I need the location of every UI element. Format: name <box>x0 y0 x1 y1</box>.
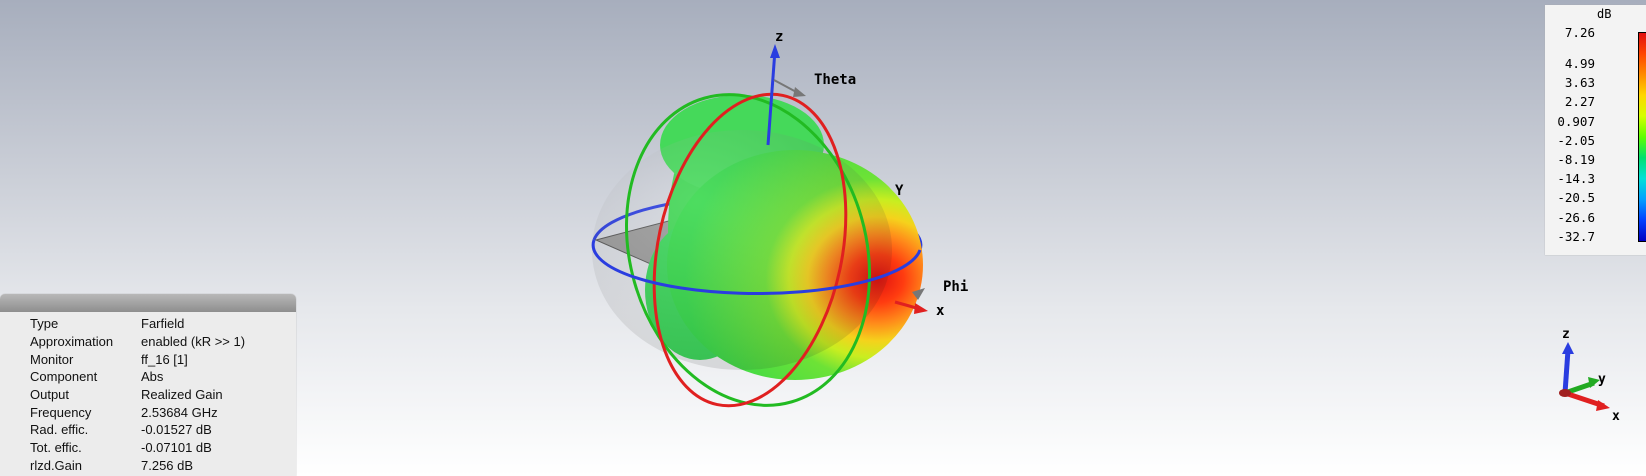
info-row: Tot. effic. -0.07101 dB <box>30 439 245 457</box>
info-key: Approximation <box>30 334 114 350</box>
z-axis-label: z <box>775 29 783 45</box>
color-legend: dB 7.26 4.99 3.63 2.27 0.907 -2.05 -8.19… <box>1545 5 1646 255</box>
orientation-triad: z y x <box>1559 327 1620 424</box>
info-row: Monitor ff_16 [1] <box>30 350 245 368</box>
info-row: Output Realized Gain <box>30 386 245 404</box>
theta-circle-green <box>624 93 872 407</box>
info-key: rlzd.Gain <box>30 457 83 473</box>
info-row: Rad. effic. -0.01527 dB <box>30 421 245 439</box>
legend-tick: -32.7 <box>1557 229 1595 244</box>
info-panel-header <box>0 294 296 312</box>
z-axis <box>766 49 777 146</box>
info-key: Output <box>30 387 70 403</box>
info-row: Component Abs <box>30 368 245 386</box>
legend-tick: -8.19 <box>1557 152 1595 167</box>
phi-label: Phi <box>943 279 968 295</box>
z-axis-arrow <box>770 44 780 58</box>
theta-circle-red <box>652 92 848 408</box>
phi-arrow <box>912 288 925 300</box>
legend-tick: 2.27 <box>1564 94 1595 109</box>
legend-tick: -14.3 <box>1557 171 1595 186</box>
legend-tick: 3.63 <box>1564 75 1595 90</box>
info-value: Farfield <box>141 316 185 332</box>
info-value: -0.01527 dB <box>141 422 212 438</box>
info-value: ff_16 [1] <box>141 351 188 367</box>
info-key: Frequency <box>30 404 92 420</box>
theta-label: Theta <box>814 72 856 88</box>
info-key: Tot. effic. <box>30 440 82 456</box>
legend-tick: -20.5 <box>1557 190 1595 205</box>
info-key: Type <box>30 316 59 332</box>
info-row: Approximation enabled (kR >> 1) <box>30 333 245 351</box>
legend-tick: 4.99 <box>1564 56 1595 71</box>
legend-unit: dB <box>1597 7 1612 21</box>
info-key: Component <box>30 369 98 385</box>
info-value: Abs <box>141 369 164 385</box>
colorbar <box>1638 32 1646 242</box>
triad-x-label: x <box>1612 409 1620 424</box>
x-axis-label: x <box>936 303 945 319</box>
info-row: Type Farfield <box>30 315 245 333</box>
phi-circle-front <box>591 239 922 296</box>
y-axis-label: Y <box>895 183 904 199</box>
theta-arrow <box>793 87 806 97</box>
legend-tick: 7.26 <box>1564 25 1595 40</box>
info-key: Rad. effic. <box>30 422 89 438</box>
info-value: enabled (kR >> 1) <box>141 334 246 350</box>
info-row: rlzd.Gain 7.256 dB <box>30 457 245 475</box>
legend-tick: -2.05 <box>1557 133 1595 148</box>
triad-z-label: z <box>1562 327 1570 342</box>
legend-tick: 0.907 <box>1557 114 1595 129</box>
info-value: -0.07101 dB <box>141 440 212 456</box>
farfield-info-panel: Type Farfield Approximation enabled (kR >>… <box>0 294 296 476</box>
info-value: 7.256 dB <box>141 457 194 473</box>
x-axis-arrow <box>914 303 928 314</box>
info-value: Realized Gain <box>141 387 223 403</box>
info-value: 2.53684 GHz <box>141 404 218 420</box>
legend-tick: -26.6 <box>1557 210 1595 225</box>
info-row: Frequency 2.53684 GHz <box>30 403 245 421</box>
info-key: Monitor <box>30 351 74 367</box>
radiation-pattern <box>592 95 923 380</box>
info-table: Type Farfield Approximation enabled (kR >>… <box>30 315 245 474</box>
triad-y-label: y <box>1598 372 1606 387</box>
